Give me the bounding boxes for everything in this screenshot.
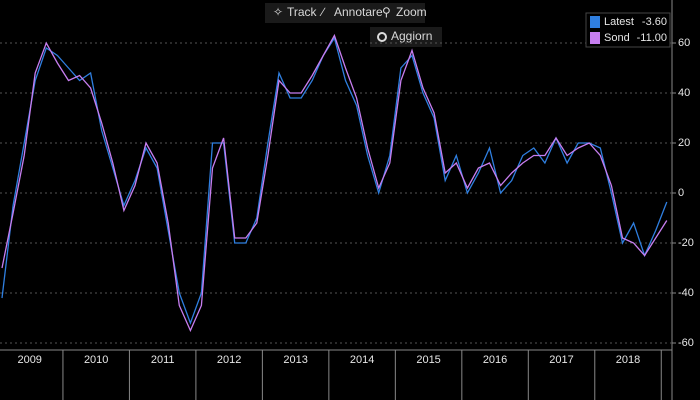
x-tick-label: 2015 [416,354,440,366]
y-tick-label: 0 [678,187,684,199]
toolbar-bg [265,3,425,23]
refresh-button[interactable]: Aggiorn [391,29,432,43]
legend-swatch [590,32,600,44]
toolbar: Track Annotare Zoom ✧ ∕ ⚲ Aggiorn [265,3,442,47]
annotate-icon: ∕ [319,5,326,19]
legend-label: Latest [604,16,634,28]
y-tick-label: 60 [678,37,690,49]
y-tick-label: -60 [678,337,694,349]
refresh-icon [377,32,387,42]
legend: Latest -3.60 Sond -11.00 [585,12,671,48]
x-tick-label: 2017 [549,354,573,366]
x-tick-label: 2014 [350,354,374,366]
y-tick-label: -40 [678,287,694,299]
y-tick-label: 40 [678,87,690,99]
legend-swatch [590,16,600,28]
legend-label: Sond [604,32,630,44]
x-tick-label: 2013 [283,354,307,366]
legend-value: -3.60 [642,16,667,28]
y-tick-label: -20 [678,237,694,249]
annotate-button[interactable]: Annotare [334,5,383,19]
x-tick-label: 2016 [483,354,507,366]
x-tick-label: 2011 [151,354,175,366]
refresh-bg [370,27,442,47]
x-tick-label: 2010 [84,354,108,366]
legend-value: -11.00 [637,32,667,44]
x-tick-label: 2009 [17,354,41,366]
track-button[interactable]: Track [287,5,318,19]
x-tick-label: 2012 [217,354,241,366]
y-tick-label: 20 [678,137,690,149]
x-tick-label: 2018 [616,354,640,366]
track-icon: ✧ [273,5,283,19]
zoom-icon: ⚲ [382,5,391,19]
series-line [1,33,668,333]
zoom-button[interactable]: Zoom [396,5,427,19]
